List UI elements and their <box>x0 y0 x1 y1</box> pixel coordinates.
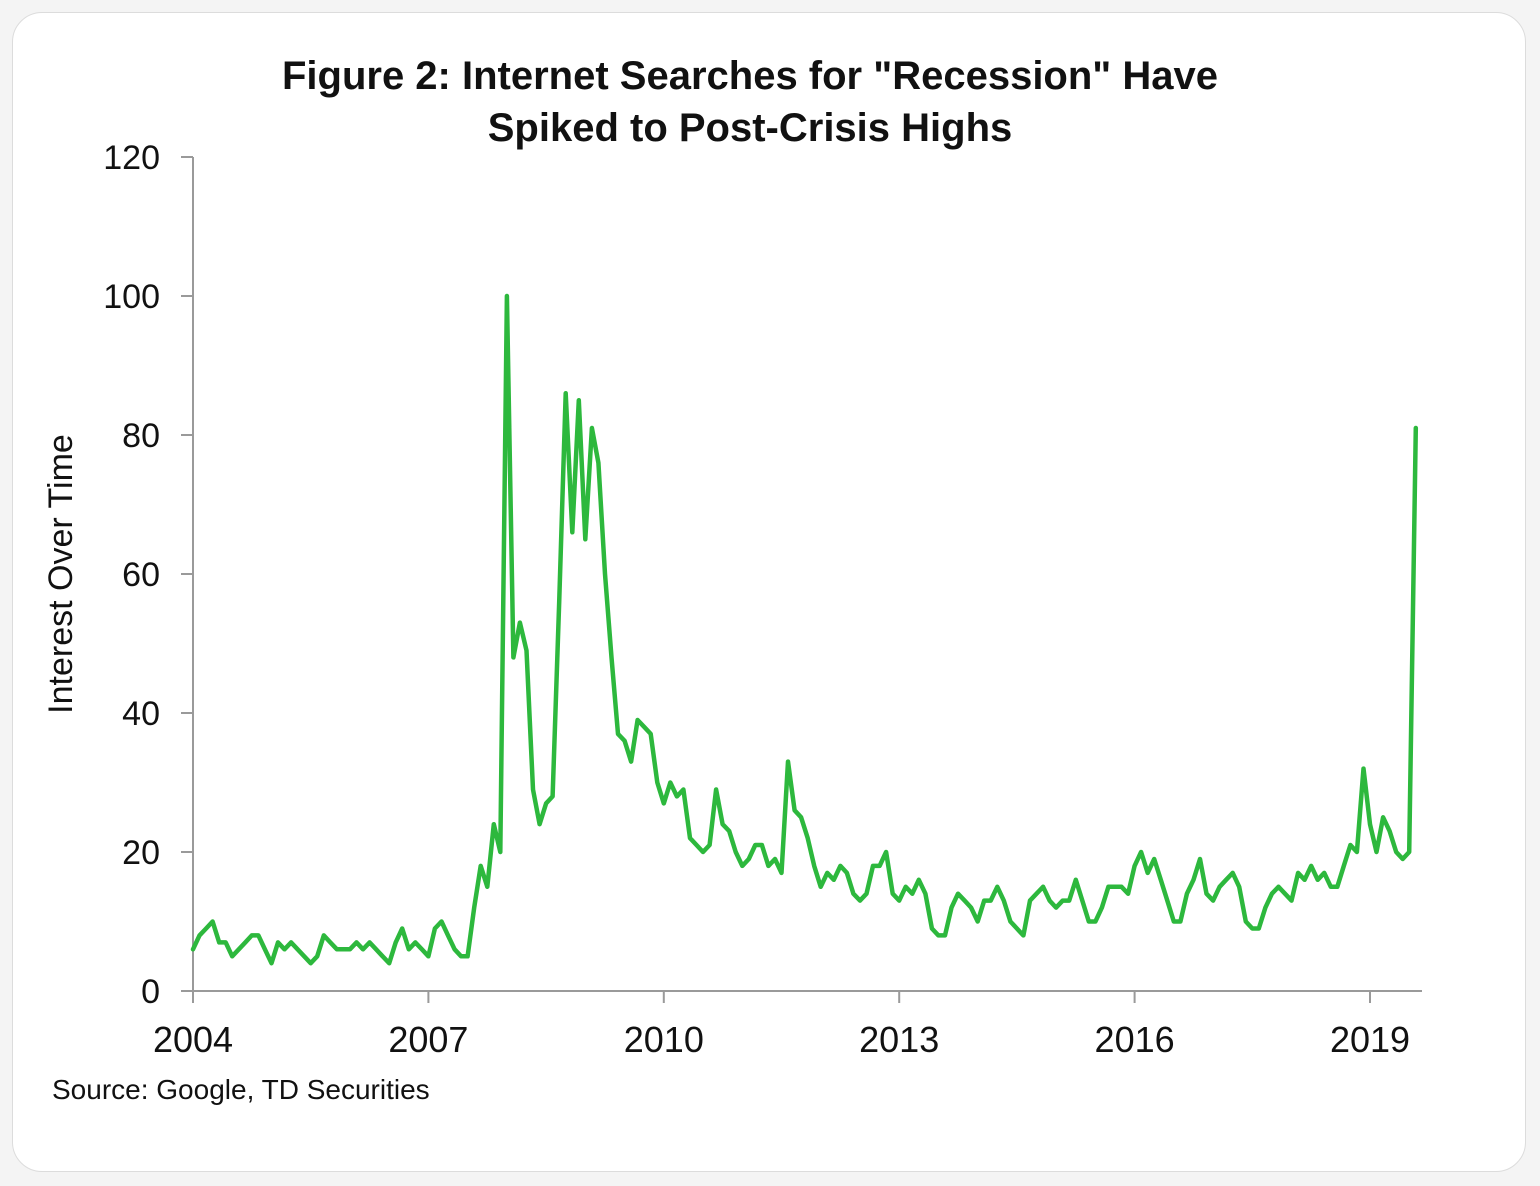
x-tick-label: 2016 <box>1095 1019 1175 1060</box>
x-tick-label: 2010 <box>624 1019 704 1060</box>
y-tick-label: 20 <box>122 834 160 872</box>
y-tick-label: 60 <box>122 556 160 594</box>
x-tick-label: 2007 <box>388 1019 468 1060</box>
y-tick-label: 120 <box>103 139 160 177</box>
source-note: Source: Google, TD Securities <box>52 1074 430 1105</box>
y-tick-label: 40 <box>122 695 160 733</box>
chart-title-line-1: Figure 2: Internet Searches for "Recessi… <box>281 54 1219 98</box>
chart-title: Figure 2: Internet Searches for "Recessi… <box>0 50 1500 154</box>
x-tick-label: 2019 <box>1330 1019 1410 1060</box>
chart-card <box>12 12 1526 1172</box>
y-tick-label: 0 <box>141 973 160 1011</box>
series-line <box>190 293 1419 966</box>
x-tick-label: 2004 <box>153 1019 233 1060</box>
y-axis-label: Interest Over Time <box>42 434 80 714</box>
chart-title-line-2: Spiked to Post-Crisis Highs <box>487 106 1013 150</box>
x-tick-label: 2013 <box>859 1019 939 1060</box>
y-tick-label: 80 <box>122 417 160 455</box>
y-tick-label: 100 <box>103 278 160 316</box>
